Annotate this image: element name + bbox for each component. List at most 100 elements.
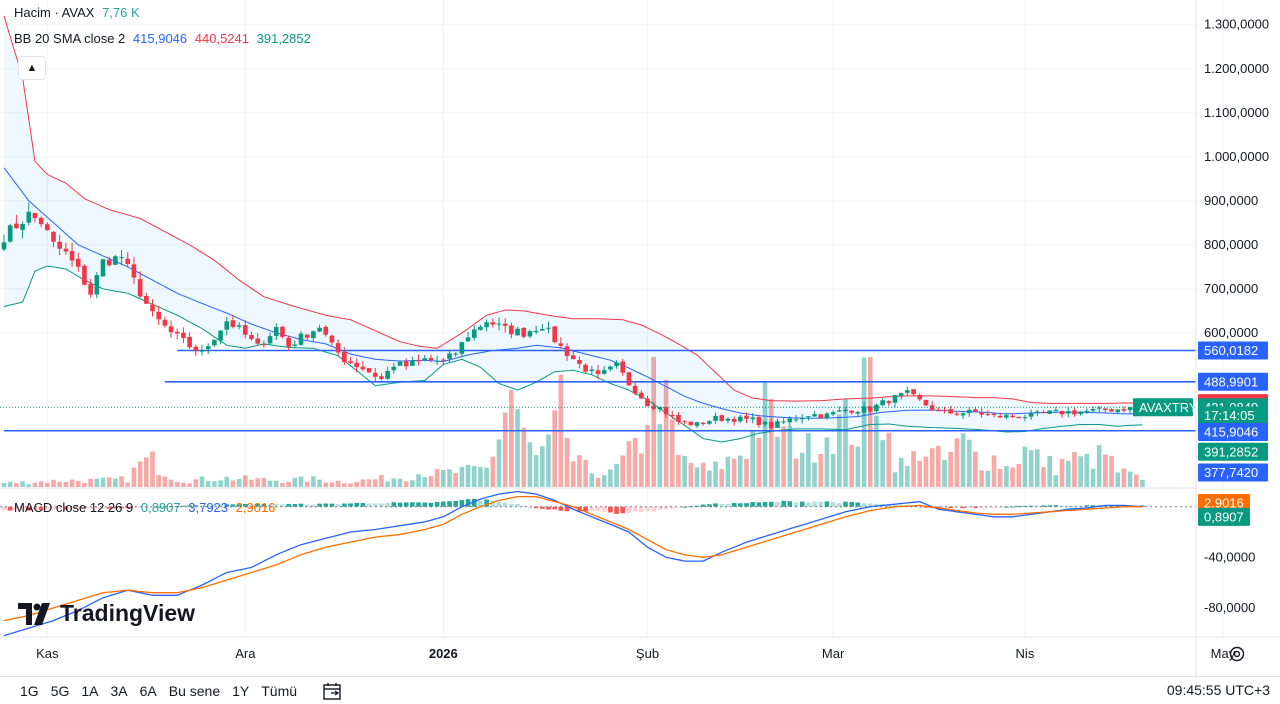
macd-hist-bar-83 bbox=[515, 503, 520, 507]
macd-hist-bar-144 bbox=[892, 504, 898, 507]
macd-hist-bar-75 bbox=[465, 499, 471, 507]
volume-bar-95 bbox=[589, 473, 595, 487]
volume-bar-125 bbox=[775, 437, 780, 487]
collapse-legend-button[interactable]: ▲ bbox=[18, 56, 46, 80]
volume-bar-89 bbox=[552, 410, 557, 487]
candle-body-143 bbox=[886, 401, 892, 404]
macd-hist-bar-8 bbox=[51, 506, 56, 510]
timeframe-5[interactable]: Bu sene bbox=[168, 682, 221, 699]
macd-hist-bar-94 bbox=[583, 506, 588, 512]
volume-bar-12 bbox=[75, 480, 81, 487]
macd-hist-bar-52 bbox=[323, 503, 329, 507]
date-range-button[interactable] bbox=[323, 682, 343, 700]
candle-body-2 bbox=[14, 223, 19, 229]
volume-bar-117 bbox=[725, 456, 731, 487]
timeframe-1[interactable]: 5G bbox=[50, 682, 70, 699]
macd-hist-bar-155 bbox=[960, 506, 966, 509]
clock-timezone[interactable]: 09:45:55 UTC+3 bbox=[1166, 682, 1270, 698]
macd-hist-bar-165 bbox=[1022, 505, 1028, 507]
candle-body-6 bbox=[38, 217, 44, 225]
macd-hist-bar-101 bbox=[626, 506, 632, 514]
macd-hist-bar-141 bbox=[874, 503, 879, 507]
candle-body-77 bbox=[478, 326, 483, 330]
volume-bar-61 bbox=[379, 474, 384, 487]
time-tick-6: May bbox=[1211, 646, 1236, 661]
candle-body-71 bbox=[441, 359, 446, 361]
settings-gear-icon[interactable] bbox=[1228, 645, 1246, 663]
candle-body-138 bbox=[855, 412, 861, 414]
macd-hist-bar-61 bbox=[379, 503, 384, 507]
macd-hist-bar-82 bbox=[509, 503, 514, 507]
price-tick-7: 600,0000 bbox=[1204, 325, 1258, 340]
macd-hist-bar-60 bbox=[372, 503, 378, 507]
candle-body-153 bbox=[948, 409, 953, 414]
volume-bar-140 bbox=[867, 357, 873, 487]
bb-lower-value: 391,2852 bbox=[256, 31, 311, 46]
macd-hist-bar-89 bbox=[552, 506, 557, 510]
macd-hist-bar-143 bbox=[886, 504, 892, 507]
volume-bar-57 bbox=[354, 482, 359, 487]
volume-bar-96 bbox=[595, 477, 601, 487]
macd-hist-bar-57 bbox=[354, 502, 359, 507]
candle-body-129 bbox=[799, 417, 805, 420]
macd-hist-bar-164 bbox=[1016, 506, 1022, 508]
macd-hist-bar-0 bbox=[1, 506, 7, 511]
volume-bar-109 bbox=[676, 454, 681, 487]
volume-bar-19 bbox=[119, 476, 124, 487]
volume-bar-114 bbox=[707, 470, 712, 487]
candle-body-25 bbox=[156, 311, 161, 320]
macd-hist-bar-9 bbox=[57, 506, 62, 509]
macd-hist-bar-14 bbox=[88, 506, 93, 509]
timeframe-3[interactable]: 3A bbox=[110, 682, 128, 699]
macd-hist-bar-38 bbox=[236, 504, 242, 507]
volume-bar-164 bbox=[1016, 463, 1022, 487]
volume-bar-126 bbox=[781, 426, 786, 487]
timeframe-6[interactable]: 1Y bbox=[232, 682, 250, 699]
candle-body-123 bbox=[762, 421, 768, 425]
time-tick-4: Mar bbox=[822, 646, 845, 661]
volume-bar-53 bbox=[329, 482, 335, 487]
timeframe-0[interactable]: 1G bbox=[20, 682, 39, 699]
macd-hist-bar-1 bbox=[7, 506, 13, 511]
time-tick-3: Şub bbox=[636, 646, 659, 661]
timeframe-7[interactable]: Tümü bbox=[261, 682, 298, 699]
candle-body-101 bbox=[626, 372, 632, 386]
volume-bar-179 bbox=[1109, 455, 1114, 487]
volume-bar-107 bbox=[663, 379, 669, 487]
volume-bar-33 bbox=[205, 481, 211, 487]
candle-body-150 bbox=[929, 405, 935, 411]
candle-body-142 bbox=[880, 400, 885, 406]
macd-tick-1: -80,0000 bbox=[1204, 600, 1255, 615]
time-tick-1: Ara bbox=[235, 646, 256, 661]
volume-bar-65 bbox=[403, 481, 409, 487]
price-tick-2: 1.100,0000 bbox=[1204, 105, 1269, 120]
candle-body-121 bbox=[750, 417, 755, 420]
volume-bar-85 bbox=[527, 442, 533, 487]
macd-hist-bar-168 bbox=[1041, 505, 1046, 507]
candle-body-166 bbox=[1028, 412, 1034, 417]
volume-bar-54 bbox=[335, 480, 341, 487]
macd-hist-bar-21 bbox=[131, 506, 137, 508]
candle-body-41 bbox=[255, 338, 260, 344]
macd-hist-bar-125 bbox=[775, 502, 780, 507]
candle-body-51 bbox=[317, 327, 322, 332]
candle-body-178 bbox=[1103, 408, 1108, 411]
volume-bar-111 bbox=[688, 462, 694, 487]
chart-canvas[interactable]: 1.300,0000 1.200,0000 1.100,0000 1.000,0000… bbox=[0, 0, 1280, 676]
candle-body-67 bbox=[416, 360, 421, 362]
candle-body-15 bbox=[94, 275, 100, 295]
volume-bar-137 bbox=[849, 444, 854, 487]
bb-legend: BB 20 SMA close 2 415,9046 440,5241 391,… bbox=[14, 31, 315, 46]
candle-body-139 bbox=[861, 406, 867, 413]
timeframe-4[interactable]: 6A bbox=[139, 682, 157, 699]
macd-hist-bar-42 bbox=[261, 503, 267, 507]
candle-body-45 bbox=[280, 326, 285, 337]
price-tick-1: 1.200,0000 bbox=[1204, 61, 1269, 76]
candle-body-18 bbox=[113, 256, 118, 265]
candle-body-64 bbox=[397, 361, 403, 366]
candle-body-110 bbox=[682, 421, 687, 423]
macd-hist-bar-115 bbox=[713, 503, 718, 507]
macd-hist-bar-65 bbox=[403, 502, 409, 507]
volume-bar-45 bbox=[280, 483, 285, 487]
timeframe-2[interactable]: 1A bbox=[81, 682, 99, 699]
